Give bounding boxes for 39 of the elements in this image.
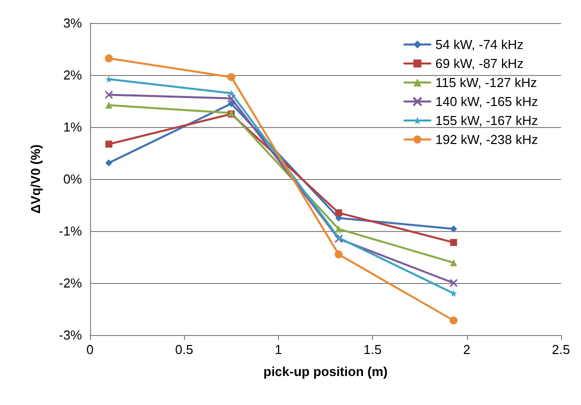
point xyxy=(449,278,458,288)
x-tick-label: 2 xyxy=(463,342,470,357)
y-axis-title: ΔVq/V0 (%) xyxy=(28,144,43,214)
point xyxy=(105,159,112,166)
point xyxy=(450,238,458,246)
y-tick-label: 2% xyxy=(63,68,82,82)
y-tick-label: -3% xyxy=(58,328,82,342)
x-tick-label: 0 xyxy=(86,342,94,357)
point xyxy=(227,73,236,82)
point xyxy=(105,76,112,83)
x-tick-label: 1.5 xyxy=(364,342,382,357)
legend-label: 69 kW, -87 kHz xyxy=(435,56,524,71)
point xyxy=(450,290,458,297)
y-tick-label: -2% xyxy=(58,276,82,290)
point xyxy=(105,140,112,148)
legend-label: 155 kW, -167 kHz xyxy=(435,113,538,128)
point xyxy=(335,225,342,232)
x-tick-label: 2.5 xyxy=(552,342,570,357)
y-tick-label: 3% xyxy=(63,16,82,30)
y-tick-label: 1% xyxy=(63,120,82,134)
legend-label: 192 kW, -238 kHz xyxy=(435,132,538,147)
point xyxy=(104,54,113,62)
legend-label: 115 kW, -127 kHz xyxy=(435,75,538,90)
point xyxy=(334,250,343,258)
legend-label: 54 kW, -74 kHz xyxy=(435,37,524,52)
point xyxy=(450,259,458,266)
point xyxy=(335,209,342,216)
point xyxy=(104,90,114,100)
point xyxy=(450,316,458,324)
legend-label: 140 kW, -165 kHz xyxy=(435,94,538,109)
point xyxy=(450,225,458,232)
point xyxy=(228,100,235,108)
x-tick-label: 1 xyxy=(274,342,282,357)
point xyxy=(227,94,236,103)
y-tick-label: -1% xyxy=(58,224,82,238)
point xyxy=(105,102,112,109)
x-tick-label: 0.5 xyxy=(175,342,194,357)
x-axis-title: pick-up position (m) xyxy=(263,364,388,379)
y-tick-label: 0% xyxy=(63,172,82,186)
